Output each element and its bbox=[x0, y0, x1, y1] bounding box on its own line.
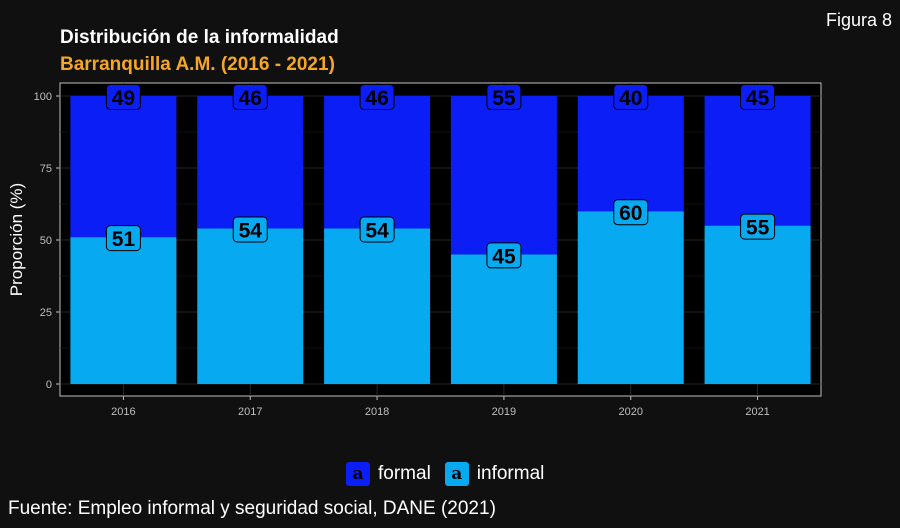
x-tick-label: 2016 bbox=[111, 406, 135, 418]
y-axis-label: Proporción (%) bbox=[7, 183, 26, 296]
x-tick-label: 2021 bbox=[745, 406, 769, 418]
bar-formal-2021 bbox=[704, 96, 811, 226]
data-label-box-informal-2021 bbox=[740, 213, 776, 240]
bar-formal-2016 bbox=[70, 96, 177, 238]
data-label-box-informal-2017 bbox=[232, 216, 268, 243]
data-label-box-informal-2018 bbox=[359, 216, 395, 243]
bar-informal-2019 bbox=[450, 254, 557, 384]
x-tick-label: 2018 bbox=[365, 406, 389, 418]
stacked-bar-chart: 0 25 50 75 100 51 49 54 46 54 46 45 55 60 40 55 45 2016 20… bbox=[7, 82, 822, 418]
data-label-box-informal-2020 bbox=[613, 199, 649, 226]
y-tick-label: 100 bbox=[34, 91, 52, 103]
y-tick-label: 25 bbox=[40, 307, 52, 319]
data-label-informal-2021: 55 bbox=[746, 217, 770, 240]
figure-label: Figura 8 bbox=[825, 10, 892, 30]
legend-label-formal: formal bbox=[378, 463, 431, 484]
legend-label-informal: informal bbox=[476, 463, 545, 484]
data-label-box-informal-2016 bbox=[105, 225, 141, 252]
bar-formal-2017 bbox=[197, 96, 304, 229]
x-tick-label: 2019 bbox=[492, 406, 516, 418]
data-label-informal-2018: 54 bbox=[365, 219, 389, 242]
bar-informal-2020 bbox=[577, 211, 684, 384]
data-label-formal-2020: 40 bbox=[619, 87, 642, 110]
bar-formal-2019 bbox=[450, 96, 557, 255]
data-label-formal-2017: 46 bbox=[239, 87, 262, 110]
data-label-informal-2017: 54 bbox=[239, 219, 263, 242]
data-label-informal-2020: 60 bbox=[619, 202, 642, 225]
x-tick-label: 2020 bbox=[619, 406, 643, 418]
chart-legend: a formal a informal bbox=[346, 462, 552, 486]
bar-informal-2021 bbox=[704, 225, 811, 384]
x-tick-label: 2017 bbox=[238, 406, 262, 418]
legend-key-informal: a bbox=[444, 462, 469, 486]
y-tick-label: 0 bbox=[46, 379, 52, 391]
data-label-box-formal-2021 bbox=[740, 84, 776, 110]
data-label-formal-2021: 45 bbox=[746, 87, 770, 110]
bar-informal-2017 bbox=[197, 228, 304, 384]
data-label-formal-2018: 46 bbox=[365, 87, 388, 110]
data-label-formal-2016: 49 bbox=[112, 87, 135, 110]
data-label-informal-2016: 51 bbox=[112, 228, 136, 251]
bar-formal-2018 bbox=[324, 96, 431, 229]
data-label-informal-2019: 45 bbox=[492, 245, 516, 268]
data-label-box-formal-2017 bbox=[232, 84, 268, 110]
plot-panel bbox=[59, 82, 822, 397]
data-label-box-formal-2016 bbox=[105, 84, 141, 110]
bar-informal-2018 bbox=[324, 228, 431, 384]
bar-informal-2016 bbox=[70, 237, 177, 384]
data-label-box-informal-2019 bbox=[486, 242, 522, 269]
y-tick-label: 75 bbox=[40, 163, 52, 175]
y-tick-label: 50 bbox=[40, 235, 52, 247]
chart-subtitle: Barranquilla A.M. (2016 - 2021) bbox=[60, 54, 335, 75]
legend-key-formal: a bbox=[346, 462, 370, 486]
legend-item-formal: a formal bbox=[346, 462, 431, 486]
data-label-box-formal-2019 bbox=[486, 84, 522, 110]
data-label-formal-2019: 55 bbox=[492, 87, 516, 110]
data-label-box-formal-2018 bbox=[359, 84, 395, 110]
source-note: Fuente: Empleo informal y seguridad soci… bbox=[8, 498, 496, 519]
legend-item-informal: a informal bbox=[444, 462, 545, 486]
data-label-box-formal-2020 bbox=[613, 84, 649, 110]
bar-formal-2020 bbox=[577, 96, 684, 212]
chart-title: Distribución de la informalidad bbox=[60, 27, 339, 48]
